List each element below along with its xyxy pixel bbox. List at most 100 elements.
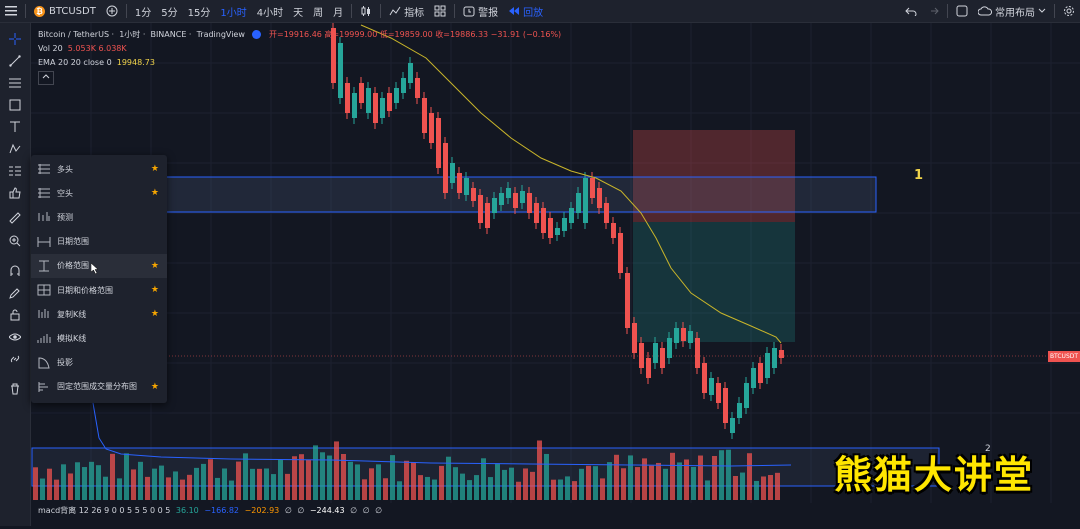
candle-body — [520, 191, 525, 203]
crosshair-tool[interactable] — [5, 30, 25, 48]
price-chart-canvas[interactable] — [31, 22, 1080, 526]
redo-button[interactable] — [922, 0, 944, 22]
layout-button[interactable]: 常用布局 — [973, 0, 1051, 22]
menu-item-bars-pattern[interactable]: 复制K线 ★ — [31, 302, 167, 326]
macd-value-6: −244.43 — [309, 506, 345, 515]
date-range-icon — [37, 236, 51, 248]
menu-item-fixed-range-volume-profile[interactable]: 固定范围成交量分布图 ★ — [31, 375, 167, 399]
candle-body — [485, 203, 490, 228]
sync-drawings-tool[interactable] — [5, 350, 25, 368]
menu-item-short-position[interactable]: 空头 ★ — [31, 181, 167, 205]
volume-bar — [236, 461, 241, 500]
volume-legend[interactable]: Vol 20 5.053K 6.038K — [38, 44, 127, 53]
candle-body — [450, 163, 455, 183]
volume-bar — [313, 445, 318, 500]
volume-bar — [684, 459, 689, 500]
volume-bar — [425, 476, 430, 500]
favorite-star-icon[interactable]: ★ — [150, 164, 159, 174]
macd-legend[interactable]: macd背离 12 26 9 0 0 5 5 5 0 0 5 36.10 −16… — [38, 505, 382, 516]
divider — [25, 4, 26, 18]
fib-tool[interactable] — [5, 74, 25, 92]
menu-item-date-range[interactable]: 日期范围 — [31, 230, 167, 254]
grid-icon — [434, 5, 446, 17]
text-tool[interactable] — [5, 118, 25, 136]
magnet-tool[interactable] — [5, 262, 25, 280]
menu-item-label: 复制K线 — [57, 309, 87, 319]
candle-body — [345, 83, 350, 113]
replay-button[interactable]: 回放 — [503, 0, 548, 22]
interval-1h[interactable]: 1小时 — [220, 7, 247, 19]
ema-legend[interactable]: EMA 20 20 close 0 19948.73 — [38, 58, 155, 67]
legend-pair: Bitcoin / TetherUS — [38, 30, 110, 39]
chart-grid — [31, 23, 1080, 503]
crosshair-icon — [9, 33, 21, 45]
lock-drawings-tool[interactable] — [5, 306, 25, 324]
chart-pane[interactable] — [31, 22, 1080, 526]
candle-body — [569, 208, 574, 223]
bitcoin-icon: ₿ — [34, 5, 45, 17]
settings-button[interactable] — [1058, 0, 1080, 22]
undo-button[interactable] — [900, 0, 922, 22]
interval-1mo[interactable]: 月 — [333, 7, 344, 19]
interval-1m[interactable]: 1分 — [134, 7, 152, 19]
volume-bar — [187, 474, 192, 500]
volume-bar — [523, 468, 528, 500]
candle-body — [695, 338, 700, 368]
volume-label: Vol 20 — [38, 44, 63, 53]
zoom-tool[interactable] — [5, 232, 25, 250]
menu-item-date-price-range[interactable]: 日期和价格范围 ★ — [31, 278, 167, 302]
candle-body — [681, 328, 686, 341]
volume-bar — [460, 473, 465, 500]
candle-body — [562, 218, 567, 231]
patterns-tool[interactable] — [5, 140, 25, 158]
volume-bar — [404, 460, 409, 500]
hide-drawings-tool[interactable] — [5, 328, 25, 346]
shapes-tool[interactable] — [5, 96, 25, 114]
menu-item-price-range[interactable]: 价格范围 ★ — [31, 253, 167, 278]
symbol-legend[interactable]: Bitcoin / TetherUS · 1小时 · BINANCE · Tra… — [38, 30, 562, 39]
favorite-star-icon[interactable]: ★ — [150, 381, 159, 392]
volume-bars — [33, 440, 780, 500]
prediction-tool[interactable] — [5, 162, 25, 180]
volume-bar — [159, 465, 164, 500]
interval-1d[interactable]: 天 — [293, 7, 304, 19]
candle-body — [387, 93, 392, 111]
ruler-tool[interactable] — [5, 209, 25, 227]
favorites-tool[interactable] — [5, 184, 25, 202]
candle-body — [457, 173, 462, 193]
volume-bar — [516, 481, 521, 500]
menu-item-projection[interactable]: 投影 — [31, 351, 167, 375]
candle-body — [716, 383, 721, 403]
volume-bar — [180, 479, 185, 500]
indicators-button[interactable]: 指标 — [384, 0, 429, 22]
stay-drawing-tool[interactable] — [5, 284, 25, 302]
favorite-star-icon[interactable]: ★ — [150, 188, 159, 199]
candle-body — [744, 383, 749, 408]
menu-item-ghost-feed[interactable]: 模拟K线 — [31, 326, 167, 350]
interval-5m[interactable]: 5分 — [161, 7, 178, 19]
collapse-legend-button[interactable] — [38, 71, 54, 85]
volume-bar — [89, 461, 94, 500]
rectangle-icon — [9, 99, 21, 111]
templates-button[interactable] — [429, 0, 451, 22]
menu-button[interactable] — [0, 0, 22, 22]
favorite-star-icon[interactable]: ★ — [150, 309, 159, 320]
favorite-star-icon[interactable]: ★ — [150, 285, 159, 295]
trendline-tool[interactable] — [5, 52, 25, 70]
compare-button[interactable] — [101, 0, 123, 22]
interval-15m[interactable]: 15分 — [187, 7, 211, 19]
remove-drawings-tool[interactable] — [5, 380, 25, 398]
symbol-search-button[interactable]: ₿ BTCUSDT — [29, 0, 101, 22]
fullscreen-button[interactable] — [951, 0, 973, 22]
chart-type-button[interactable] — [355, 0, 377, 22]
menu-item-forecast[interactable]: 预测 — [31, 205, 167, 229]
volume-bar — [628, 455, 633, 500]
alert-button[interactable]: 警报 — [458, 0, 503, 22]
volume-bar — [54, 479, 59, 500]
interval-4h[interactable]: 4小时 — [256, 7, 284, 19]
menu-item-long-position[interactable]: 多头 ★ — [31, 157, 167, 181]
favorite-star-icon[interactable]: ★ — [150, 260, 159, 271]
divider — [947, 4, 948, 18]
interval-1w[interactable]: 周 — [313, 7, 324, 19]
volume-bar — [96, 465, 101, 500]
